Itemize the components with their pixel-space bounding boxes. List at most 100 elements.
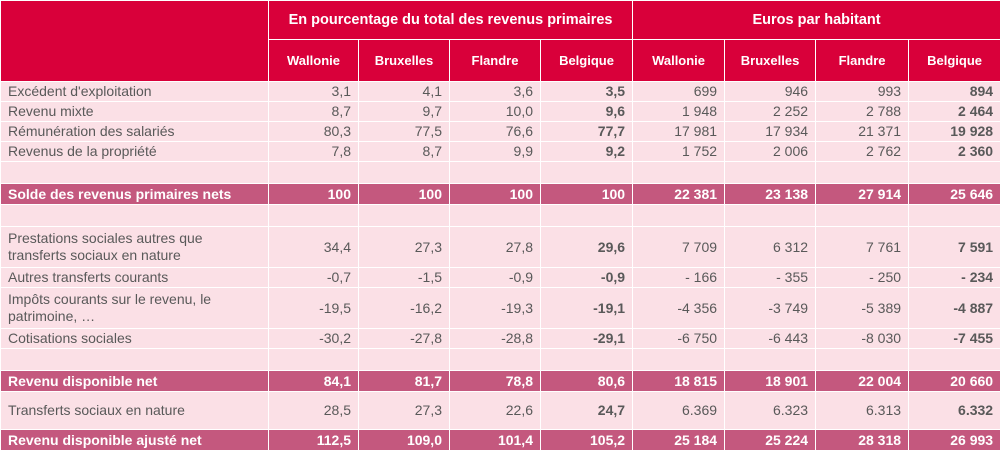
col-header-wallonie-pct: Wallonie bbox=[268, 39, 359, 82]
value-cell: 18 815 bbox=[632, 370, 726, 392]
row-label-line: Revenu disponible net bbox=[8, 373, 158, 389]
value-cell: 80,3 bbox=[268, 121, 359, 142]
value-cell: 101,4 bbox=[449, 429, 541, 451]
row-label-line: Transferts sociaux en nature bbox=[8, 402, 185, 418]
row-label-line: Autres transferts courants bbox=[8, 269, 169, 285]
empty-cell bbox=[0, 348, 269, 371]
value-cell: 7 591 bbox=[908, 226, 1000, 268]
col-header-belgique-eur: Belgique bbox=[908, 39, 1000, 82]
value-cell: -19,5 bbox=[268, 287, 359, 329]
row-label: Cotisations sociales bbox=[0, 328, 269, 349]
value-cell: 2 360 bbox=[908, 141, 1000, 162]
value-cell: 6 312 bbox=[724, 226, 817, 268]
value-cell: 25 224 bbox=[724, 429, 817, 451]
row-label-line: Revenu disponible ajusté net bbox=[8, 432, 202, 448]
value-cell: 25 646 bbox=[908, 183, 1000, 205]
total-row: Solde des revenus primaires nets 100 100 10… bbox=[0, 183, 1000, 205]
empty-cell bbox=[268, 348, 359, 371]
value-cell: 100 bbox=[449, 183, 541, 205]
empty-cell bbox=[539, 161, 634, 184]
table-row: Autres transferts courants -0,7 -1,5 -0,9 -0… bbox=[0, 267, 1000, 288]
empty-cell bbox=[268, 204, 359, 227]
empty-cell bbox=[0, 161, 269, 184]
value-cell: 27 914 bbox=[815, 183, 910, 205]
value-cell: 80,6 bbox=[539, 370, 634, 392]
row-label-line: Solde des revenus primaires nets bbox=[8, 186, 232, 202]
value-cell: - 166 bbox=[632, 267, 726, 288]
income-table: En pourcentage du total des revenus prim… bbox=[0, 0, 1000, 451]
value-cell: 9,6 bbox=[539, 101, 634, 122]
value-cell: -4 887 bbox=[908, 287, 1000, 329]
row-label: Impôts courants sur le revenu, le patrimo… bbox=[0, 287, 269, 329]
total-row: Revenu disponible ajusté net 112,5 109,0 10… bbox=[0, 429, 1000, 451]
value-cell: 100 bbox=[539, 183, 634, 205]
spacer-row bbox=[0, 161, 1000, 184]
value-cell: 100 bbox=[268, 183, 359, 205]
value-cell: -5 389 bbox=[815, 287, 910, 329]
empty-cell bbox=[449, 204, 541, 227]
table-row: Cotisations sociales -30,2 -27,8 -28,8 -29,1… bbox=[0, 328, 1000, 349]
col-header-flandre-pct: Flandre bbox=[449, 39, 541, 82]
value-cell: -4 356 bbox=[632, 287, 726, 329]
value-cell: -7 455 bbox=[908, 328, 1000, 349]
row-label-line: Prestations sociales autres que bbox=[8, 230, 203, 246]
value-cell: -29,1 bbox=[539, 328, 634, 349]
value-cell: 25 184 bbox=[632, 429, 726, 451]
value-cell: 112,5 bbox=[268, 429, 359, 451]
empty-cell bbox=[449, 161, 541, 184]
value-cell: 2 762 bbox=[815, 141, 910, 162]
value-cell: 9,7 bbox=[358, 101, 450, 122]
table-row: Revenu mixte 8,7 9,7 10,0 9,6 1 948 2 252 2 788… bbox=[0, 101, 1000, 122]
value-cell: 3,6 bbox=[449, 81, 541, 102]
empty-cell bbox=[358, 161, 450, 184]
value-cell: 6.369 bbox=[632, 391, 726, 430]
row-label-line: Revenus de la propriété bbox=[8, 143, 157, 159]
value-cell: 946 bbox=[724, 81, 817, 102]
empty-cell bbox=[815, 161, 910, 184]
value-cell: 28,5 bbox=[268, 391, 359, 430]
empty-cell bbox=[815, 348, 910, 371]
col-header-bruxelles-eur: Bruxelles bbox=[724, 39, 817, 82]
value-cell: - 250 bbox=[815, 267, 910, 288]
spacer-row bbox=[0, 348, 1000, 371]
value-cell: 3,1 bbox=[268, 81, 359, 102]
row-label: Revenu mixte bbox=[0, 101, 269, 122]
value-cell: 84,1 bbox=[268, 370, 359, 392]
value-cell: 7,8 bbox=[268, 141, 359, 162]
empty-cell bbox=[539, 348, 634, 371]
row-label: Rémunération des salariés bbox=[0, 121, 269, 142]
value-cell: - 234 bbox=[908, 267, 1000, 288]
header-corner bbox=[0, 0, 269, 82]
value-cell: 699 bbox=[632, 81, 726, 102]
value-cell: 6.332 bbox=[908, 391, 1000, 430]
value-cell: -8 030 bbox=[815, 328, 910, 349]
row-label-line: Cotisations sociales bbox=[8, 330, 132, 346]
value-cell: -0,9 bbox=[449, 267, 541, 288]
spacer-row bbox=[0, 204, 1000, 227]
value-cell: 76,6 bbox=[449, 121, 541, 142]
value-cell: 27,3 bbox=[358, 226, 450, 268]
value-cell: -3 749 bbox=[724, 287, 817, 329]
value-cell: 7 761 bbox=[815, 226, 910, 268]
value-cell: 17 934 bbox=[724, 121, 817, 142]
empty-cell bbox=[0, 204, 269, 227]
value-cell: 34,4 bbox=[268, 226, 359, 268]
empty-cell bbox=[632, 204, 726, 227]
empty-cell bbox=[539, 204, 634, 227]
value-cell: 4,1 bbox=[358, 81, 450, 102]
value-cell: 105,2 bbox=[539, 429, 634, 451]
value-cell: 23 138 bbox=[724, 183, 817, 205]
row-label: Revenus de la propriété bbox=[0, 141, 269, 162]
group-header-row: En pourcentage du total des revenus prim… bbox=[0, 0, 1000, 82]
row-label-line: Excédent d'exploitation bbox=[8, 83, 152, 99]
value-cell: 27,3 bbox=[358, 391, 450, 430]
table-row: Impôts courants sur le revenu, le patrimo… bbox=[0, 287, 1000, 329]
value-cell: 8,7 bbox=[268, 101, 359, 122]
value-cell: 7 709 bbox=[632, 226, 726, 268]
row-label-line: patrimoine, … bbox=[8, 308, 96, 324]
value-cell: 894 bbox=[908, 81, 1000, 102]
value-cell: 22 004 bbox=[815, 370, 910, 392]
value-cell: 29,6 bbox=[539, 226, 634, 268]
value-cell: -6 750 bbox=[632, 328, 726, 349]
value-cell: -30,2 bbox=[268, 328, 359, 349]
